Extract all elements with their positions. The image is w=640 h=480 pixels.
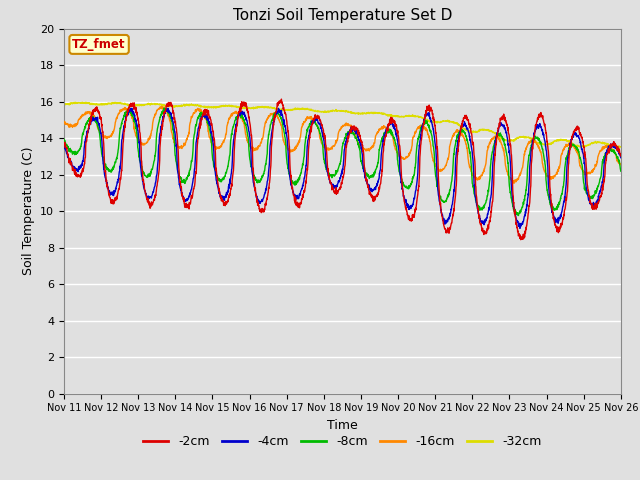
Text: TZ_fmet: TZ_fmet xyxy=(72,38,126,51)
Y-axis label: Soil Temperature (C): Soil Temperature (C) xyxy=(22,147,35,276)
X-axis label: Time: Time xyxy=(327,419,358,432)
Legend: -2cm, -4cm, -8cm, -16cm, -32cm: -2cm, -4cm, -8cm, -16cm, -32cm xyxy=(138,430,547,453)
Title: Tonzi Soil Temperature Set D: Tonzi Soil Temperature Set D xyxy=(233,9,452,24)
